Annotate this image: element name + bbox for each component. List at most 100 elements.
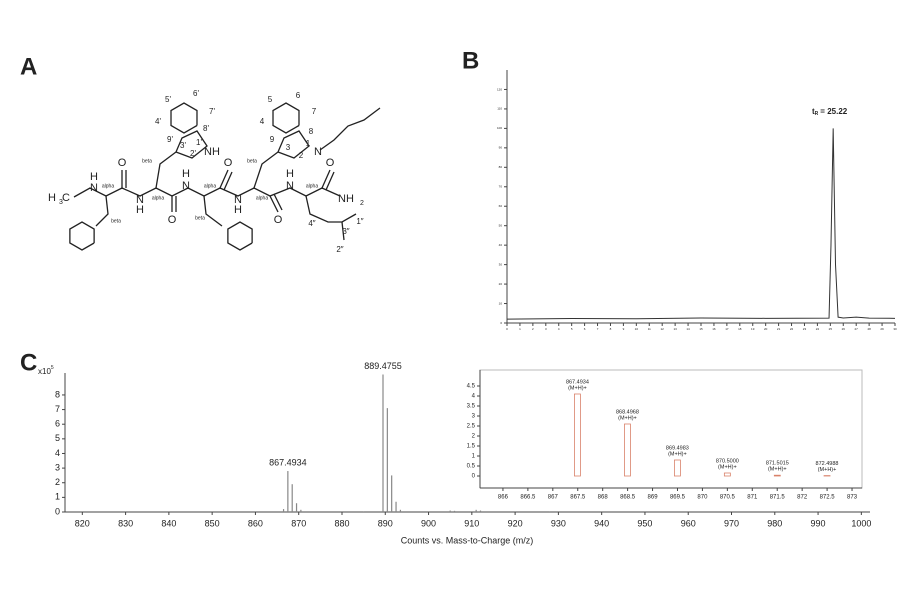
- panel-label: B: [462, 47, 479, 74]
- atom-label: 2': [190, 149, 196, 158]
- x-tick-label: 14: [686, 327, 690, 331]
- panel-label: C: [20, 349, 37, 376]
- atom-label: H: [48, 192, 56, 204]
- x-tick-label: 29: [880, 327, 884, 331]
- peak-sublabel: (M+H)+: [718, 464, 737, 470]
- y-tick-label: 50: [499, 223, 503, 227]
- atom-label: 2″: [336, 245, 343, 254]
- y-tick-label: 1: [55, 492, 60, 502]
- x-tick-label: 870: [291, 518, 306, 528]
- x-tick-label: 872: [797, 495, 808, 501]
- bond: [277, 130, 310, 159]
- x-tick-label: 980: [767, 518, 782, 528]
- bond: [227, 221, 253, 251]
- inset-frame: [479, 369, 863, 489]
- bond: [272, 102, 300, 134]
- x-tick-label: 868.5: [620, 495, 636, 501]
- atom-label: 9: [270, 135, 275, 144]
- atom-label: alpha: [306, 183, 318, 189]
- y-tick-label: 4: [472, 394, 476, 400]
- peak-sublabel: (M+H)+: [768, 467, 787, 473]
- x-tick-label: 820: [75, 518, 90, 528]
- x-tick-label: 10: [635, 327, 639, 331]
- x-tick-label: 870: [697, 495, 708, 501]
- x-tick-label: 5: [571, 327, 573, 331]
- y-tick-label: 3: [472, 414, 476, 420]
- y-tick-label: 40: [499, 243, 503, 247]
- atom-label: N: [286, 180, 294, 192]
- y-tick-label: 10: [499, 301, 503, 305]
- atom-label: beta: [142, 158, 152, 164]
- atom-label: 4″: [308, 219, 315, 228]
- x-tick-label: 9: [623, 327, 625, 331]
- bond: [253, 151, 279, 189]
- x-tick-label: 15: [699, 327, 703, 331]
- x-tick-label: 869.5: [670, 495, 686, 501]
- peak-sublabel: (M+H)+: [668, 451, 687, 457]
- x-tick-label: 868: [598, 495, 609, 501]
- peak: [773, 474, 781, 477]
- x-tick-label: 25: [829, 327, 833, 331]
- atom-label: H: [234, 204, 242, 216]
- atom-label: beta: [111, 218, 121, 224]
- x-tick-label: 22: [790, 327, 794, 331]
- x-tick-label: 0: [506, 327, 508, 331]
- bond: [269, 195, 279, 213]
- x-tick-label: 930: [551, 518, 566, 528]
- atom-label: 2: [360, 200, 364, 207]
- atom-label: 2: [299, 151, 304, 160]
- atom-label: 9': [167, 135, 173, 144]
- x-tick-label: 890: [378, 518, 393, 528]
- atom-label: 3: [59, 199, 63, 206]
- y-tick-label: 7: [55, 404, 60, 414]
- x-tick-label: 880: [334, 518, 349, 528]
- peak-label: 889.4755: [364, 361, 402, 371]
- x-tick-label: 30: [893, 327, 897, 331]
- atom-label: 5: [268, 95, 273, 104]
- x-tick-label: 11: [648, 327, 651, 331]
- y-tick-label: 1: [472, 454, 476, 460]
- x-tick-label: 867: [548, 495, 559, 501]
- peak-sublabel: (M+H)+: [818, 467, 837, 473]
- y-tick-label: 70: [499, 185, 503, 189]
- x-tick-label: 26: [842, 327, 846, 331]
- x-tick-label: 867.5: [570, 495, 586, 501]
- annotation-symbol: t: [812, 107, 815, 116]
- atom-label: N: [90, 182, 98, 194]
- atom-label: alpha: [204, 183, 216, 189]
- y-tick-label: 3.5: [467, 404, 476, 410]
- atom-label: 1': [196, 138, 202, 147]
- y-tick-label: 80: [499, 165, 503, 169]
- panel-label: A: [20, 53, 37, 80]
- x-tick-label: 20: [764, 327, 768, 331]
- x-tick-label: 866: [498, 495, 509, 501]
- y-tick-label: 2: [55, 477, 60, 487]
- x-tick-label: 873: [847, 495, 858, 501]
- y-tick-label: 5: [55, 433, 60, 443]
- atom-label: 3': [180, 141, 186, 150]
- atom-label: 3″: [342, 227, 349, 236]
- atom-label: 7': [209, 107, 215, 116]
- x-tick-label: 871: [747, 495, 758, 501]
- bond: [203, 195, 223, 227]
- bond: [325, 171, 335, 191]
- atom-label: 6': [193, 89, 199, 98]
- atom-label: beta: [247, 158, 257, 164]
- bond: [321, 169, 331, 189]
- multiplier-base: x10: [38, 367, 51, 376]
- atom-label: C: [62, 192, 70, 204]
- atom-label: alpha: [256, 195, 268, 201]
- y-tick-label: 0.5: [467, 464, 476, 470]
- atom-label: 3: [286, 143, 291, 152]
- atom-label: 7: [312, 107, 317, 116]
- x-tick-label: 866.5: [520, 495, 536, 501]
- x-tick-label: 920: [508, 518, 523, 528]
- x-tick-label: 24: [816, 327, 820, 331]
- x-tick-label: 12: [661, 327, 665, 331]
- y-tick-label: 90: [499, 146, 503, 150]
- x-tick-label: 970: [724, 518, 739, 528]
- atom-label: 8': [203, 124, 209, 133]
- atom-label: H: [136, 204, 144, 216]
